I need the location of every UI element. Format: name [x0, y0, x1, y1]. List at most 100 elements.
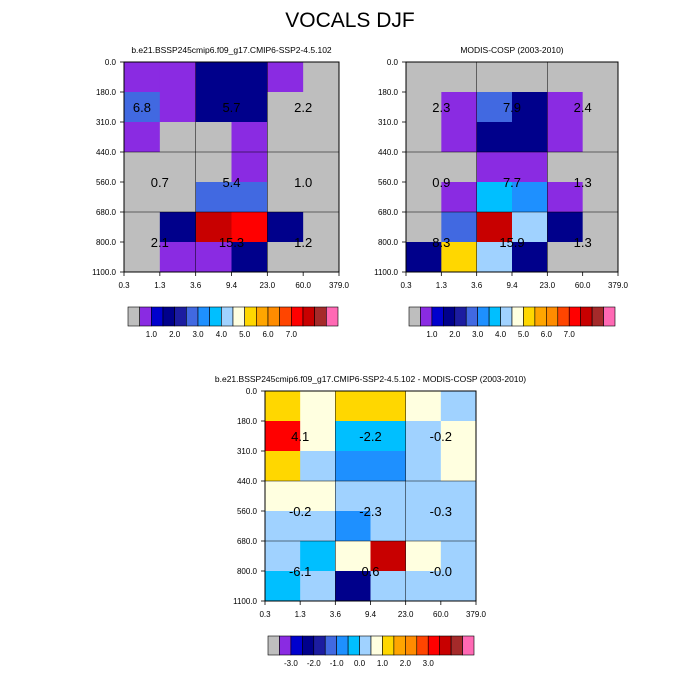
colorbar-swatch [326, 306, 339, 327]
colorbar-label: 4.0 [495, 330, 507, 339]
y-tick-label: 310.0 [237, 447, 258, 456]
heatmap-cell [512, 182, 548, 213]
colorbar-swatch [568, 306, 581, 327]
x-tick-label: 0.3 [259, 610, 271, 619]
heatmap-cell [195, 182, 232, 213]
heatmap-cell [300, 421, 336, 452]
heatmap-cell [335, 541, 371, 572]
heatmap-cell [370, 571, 407, 602]
cell-value-label: -0.2 [430, 429, 452, 444]
y-tick-label: 680.0 [378, 208, 399, 217]
heatmap-cell [440, 571, 477, 602]
colorbar-label: 3.0 [192, 330, 204, 339]
heatmap-cell [406, 182, 442, 213]
heatmap-cell [267, 122, 304, 153]
cell-value-label: -0.0 [430, 564, 452, 579]
colorbar-swatch [405, 635, 418, 656]
y-tick-label: 0.0 [246, 387, 258, 396]
heatmap-cell [231, 242, 268, 273]
colorbar-swatch [443, 306, 456, 327]
heatmap-cell [405, 571, 442, 602]
heatmap-cell [267, 242, 304, 273]
y-tick-label: 1100.0 [374, 268, 398, 277]
heatmap-cell [582, 92, 619, 123]
y-tick-label: 0.0 [105, 58, 117, 67]
y-tick-label: 1100.0 [92, 268, 116, 277]
colorbar-swatch [408, 306, 421, 327]
heatmap-cell [406, 92, 442, 123]
heatmap-cell [231, 212, 268, 243]
heatmap-cell [476, 182, 513, 213]
x-tick-label: 0.3 [118, 281, 130, 290]
cell-value-label: 1.2 [294, 235, 312, 250]
colorbar-swatch [439, 635, 452, 656]
heatmap-cell [265, 481, 301, 512]
y-tick-label: 560.0 [96, 178, 117, 187]
x-tick-label: 379.0 [329, 281, 350, 290]
heatmap-cell [441, 152, 478, 183]
colorbar-swatch [465, 306, 478, 327]
y-tick-label: 560.0 [378, 178, 399, 187]
cell-value-label: -2.2 [359, 429, 381, 444]
heatmap-cell [303, 92, 340, 123]
heatmap-cell [406, 212, 442, 243]
x-tick-label: 9.4 [506, 281, 518, 290]
y-tick-label: 440.0 [237, 477, 258, 486]
x-tick-label: 23.0 [398, 610, 414, 619]
panel-title: MODIS-COSP (2003-2010) [460, 45, 563, 55]
colorbar-swatch [488, 306, 501, 327]
cell-value-label: -0.2 [289, 504, 311, 519]
colorbar-label: 2.0 [400, 659, 412, 668]
x-tick-label: 1.3 [154, 281, 166, 290]
heatmap-cell [265, 511, 301, 542]
heatmap-cell [159, 182, 197, 213]
heatmap-cell [512, 152, 548, 183]
y-tick-label: 440.0 [96, 148, 117, 157]
heatmap-cell [370, 421, 407, 452]
cell-value-label: 7.9 [503, 100, 521, 115]
heatmap-cell [303, 62, 340, 93]
heatmap-cell [335, 421, 371, 452]
heatmap-cell [406, 152, 442, 183]
heatmap-cell [547, 92, 584, 123]
colorbar-label: 6.0 [262, 330, 274, 339]
heatmap-cell [406, 242, 442, 273]
heatmap-cell [335, 511, 371, 542]
colorbar-swatch [393, 635, 406, 656]
heatmap-cell [441, 182, 478, 213]
heatmap-cell [440, 391, 477, 422]
colorbar-swatch [314, 306, 327, 327]
colorbar-label: 2.0 [449, 330, 461, 339]
heatmap-cell [303, 122, 340, 153]
heatmap-cell [265, 541, 301, 572]
cell-value-label: -6.1 [289, 564, 311, 579]
heatmap-cell [440, 511, 477, 542]
colorbar-swatch [267, 306, 280, 327]
heatmap-cell [370, 511, 407, 542]
heatmap-cell [159, 122, 197, 153]
cell-value-label: 0.9 [432, 175, 450, 190]
heatmap-cell [335, 481, 371, 512]
figure-title: VOCALS DJF [285, 9, 415, 32]
y-tick-label: 560.0 [237, 507, 258, 516]
colorbar-label: 7.0 [286, 330, 298, 339]
heatmap-cell [195, 242, 232, 273]
y-tick-label: 1100.0 [233, 597, 257, 606]
colorbar-swatch [420, 306, 433, 327]
heatmap-cell [267, 212, 304, 243]
heatmap-cell [476, 152, 513, 183]
colorbar-swatch [382, 635, 395, 656]
y-tick-label: 180.0 [378, 88, 399, 97]
heatmap-cell [512, 212, 548, 243]
heatmap-cell [195, 212, 232, 243]
cell-value-label: 2.1 [151, 235, 169, 250]
cell-value-label: 2.3 [432, 100, 450, 115]
heatmap-cell [440, 541, 477, 572]
heatmap-cell [267, 62, 304, 93]
heatmap-cell [547, 242, 584, 273]
colorbar-swatch [256, 306, 269, 327]
colorbar-swatch [291, 306, 304, 327]
colorbar-label: 3.0 [423, 659, 435, 668]
colorbar-label: 3.0 [472, 330, 484, 339]
cell-value-label: 4.1 [291, 429, 309, 444]
